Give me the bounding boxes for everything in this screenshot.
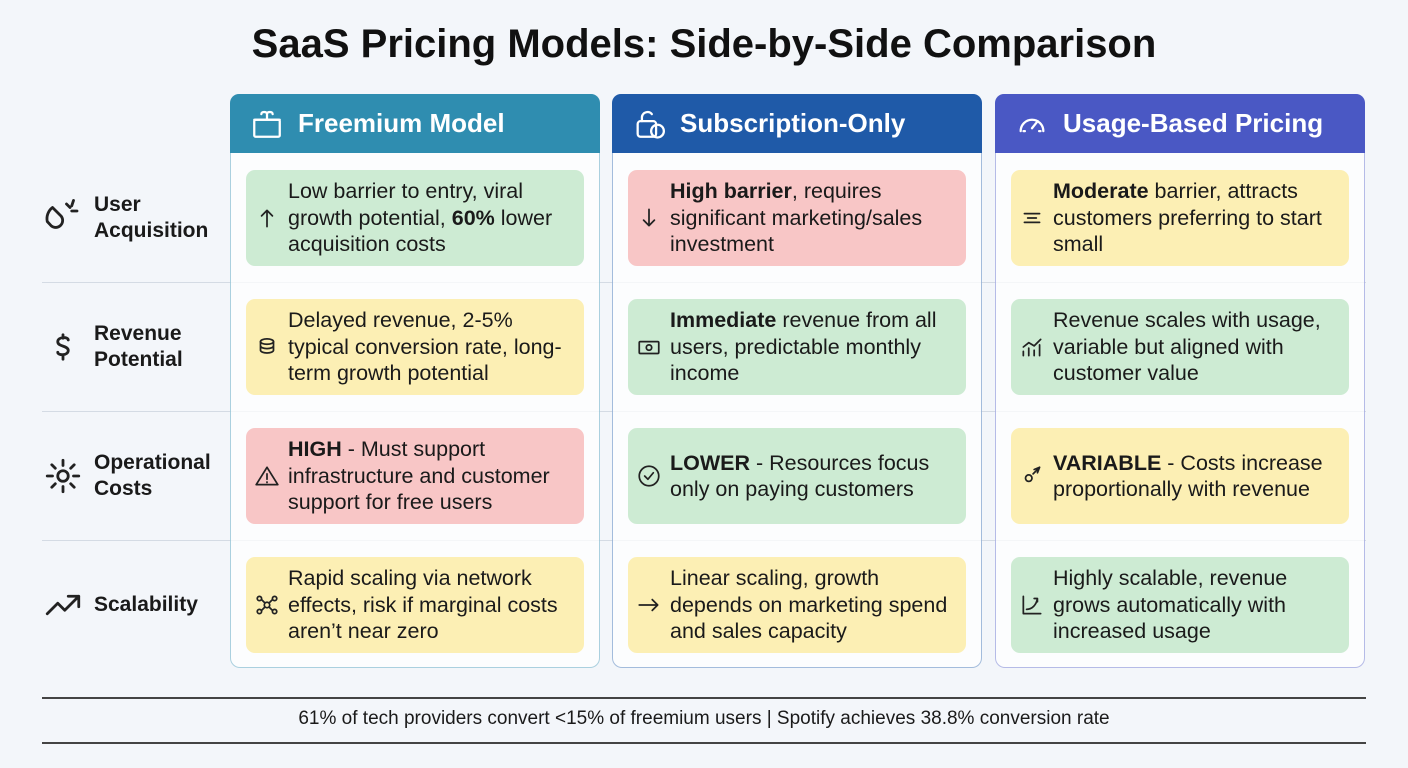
cell-text: Immediate revenue from all users, predic…	[670, 307, 958, 387]
row-label-text: Revenue Potential	[94, 321, 183, 371]
cell: Moderate barrier, attracts customers pre…	[1011, 170, 1349, 266]
cell-text-segment: , requires significant marketing/sales i…	[670, 179, 923, 257]
row-label: User Acquisition	[42, 153, 230, 282]
cell-text-segment: High barrier	[670, 179, 792, 204]
icon	[254, 334, 280, 360]
icon	[42, 455, 94, 497]
cell-text-segment: barrier, attracts customers preferring t…	[1053, 179, 1322, 257]
icon	[254, 463, 280, 489]
icon	[42, 584, 94, 626]
cell-text-segment: Rapid scaling via network effects, risk …	[288, 566, 558, 644]
icon	[636, 463, 662, 489]
cell-text: Delayed revenue, 2-5% typical conversion…	[288, 307, 576, 387]
icon	[1019, 463, 1045, 489]
column-title: Subscription-Only	[680, 108, 906, 138]
icon	[1019, 592, 1045, 618]
column-header: Usage-Based Pricing	[995, 94, 1365, 153]
row-label: Operational Costs	[42, 411, 230, 540]
icon	[636, 205, 662, 231]
icon	[250, 107, 284, 141]
cell-text-segment: 60%	[451, 205, 495, 230]
cell: Low barrier to entry, viral growth poten…	[246, 170, 584, 266]
cell: Highly scalable, revenue grows automatic…	[1011, 557, 1349, 653]
title: SaaS Pricing Models: Side-by-Side Compar…	[251, 22, 1157, 66]
cell-text-segment: Immediate	[670, 308, 777, 333]
row-label: Revenue Potential	[42, 282, 230, 411]
icon	[254, 205, 280, 231]
cell-text-segment: Linear scaling, growth depends on market…	[670, 566, 948, 644]
cell-text: Low barrier to entry, viral growth poten…	[288, 178, 576, 258]
cell-text-segment: Highly scalable, revenue grows automatic…	[1053, 566, 1288, 644]
cell-text-segment: - Must support infrastructure and custom…	[288, 437, 550, 515]
cell-text-segment: Revenue scales with usage, variable but …	[1053, 308, 1321, 386]
cell-text-segment: VARIABLE	[1053, 450, 1162, 475]
column-header: Subscription-Only	[612, 94, 982, 153]
cell-text-segment: - Resources focus only on paying custome…	[670, 450, 930, 502]
row-label-text: Scalability	[94, 592, 198, 616]
cell-text-segment: Low barrier to entry, viral growth poten…	[288, 179, 523, 230]
cell-text: Rapid scaling via network effects, risk …	[288, 565, 576, 645]
icon	[636, 334, 662, 360]
cell: Revenue scales with usage, variable but …	[1011, 299, 1349, 395]
row-label-text: User Acquisition	[94, 192, 209, 242]
row-label-text: Operational Costs	[94, 450, 211, 500]
cell-text: Moderate barrier, attracts customers pre…	[1053, 178, 1341, 258]
cell-text-segment: Moderate	[1053, 179, 1149, 204]
column-title: Freemium Model	[298, 108, 505, 138]
footer-rule	[42, 742, 1366, 744]
icon	[1015, 107, 1049, 141]
cell: Linear scaling, growth depends on market…	[628, 557, 966, 653]
cell-text: HIGH - Must support infrastructure and c…	[288, 436, 576, 516]
icon	[1019, 334, 1045, 360]
cell-text: High barrier, requires significant marke…	[670, 178, 958, 258]
cell-text-segment: LOWER	[670, 450, 751, 475]
cell-text-segment: revenue from all users, predictable mont…	[670, 308, 937, 386]
cell: Delayed revenue, 2-5% typical conversion…	[246, 299, 584, 395]
icon	[636, 592, 662, 618]
footer-rule	[42, 697, 1366, 699]
cell-text-segment: Delayed revenue, 2-5% typical conversion…	[288, 308, 562, 386]
cell-text-segment: HIGH	[288, 437, 342, 462]
cell-text: Linear scaling, growth depends on market…	[670, 565, 958, 645]
cell: Immediate revenue from all users, predic…	[628, 299, 966, 395]
cell: High barrier, requires significant marke…	[628, 170, 966, 266]
icon	[42, 326, 94, 368]
icon	[42, 197, 94, 239]
icon	[1019, 205, 1045, 231]
cell-text-segment: lower acquisition costs	[288, 205, 553, 257]
cell: VARIABLE - Costs increase proportionally…	[1011, 428, 1349, 524]
column-header: Freemium Model	[230, 94, 600, 153]
cell-text-segment: - Costs increase proportionally with rev…	[1053, 450, 1323, 502]
footer-note: 61% of tech providers convert <15% of fr…	[298, 708, 1110, 729]
cell: LOWER - Resources focus only on paying c…	[628, 428, 966, 524]
cell-text: Revenue scales with usage, variable but …	[1053, 307, 1341, 387]
column-title: Usage-Based Pricing	[1063, 108, 1324, 138]
icon	[254, 592, 280, 618]
icon	[632, 107, 666, 141]
row-label: Scalability	[42, 540, 230, 669]
cell: HIGH - Must support infrastructure and c…	[246, 428, 584, 524]
cell: Rapid scaling via network effects, risk …	[246, 557, 584, 653]
cell-text: Highly scalable, revenue grows automatic…	[1053, 565, 1341, 645]
cell-text: VARIABLE - Costs increase proportionally…	[1053, 450, 1341, 503]
cell-text: LOWER - Resources focus only on paying c…	[670, 450, 958, 503]
